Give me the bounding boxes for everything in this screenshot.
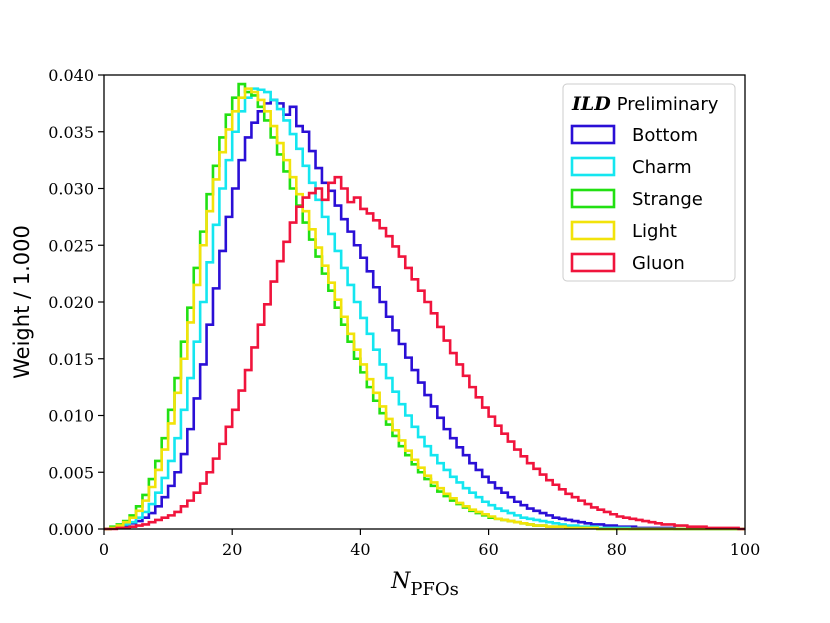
legend-title-ild: ILD	[571, 93, 611, 115]
series-layer	[104, 82, 745, 531]
legend-title-preliminary: Preliminary	[617, 94, 719, 115]
x-axis-title-main: N	[390, 569, 411, 594]
x-tick-label: 20	[222, 540, 242, 559]
legend-label-gluon: Gluon	[632, 253, 685, 274]
series-light-line	[104, 87, 745, 531]
legend-title: ILD Preliminary	[571, 93, 719, 115]
x-tick-label: 40	[350, 540, 370, 559]
legend-swatch-light	[570, 220, 616, 241]
y-axis: 0.000 0.005 0.010 0.015 0.020 0.025 0.030 0.035…	[48, 66, 104, 539]
legend-label-charm: Charm	[632, 157, 692, 178]
x-tick-label: 0	[99, 540, 109, 559]
y-tick-label: 0.030	[48, 180, 94, 199]
series-bottom-line	[104, 98, 745, 531]
x-tick-label: 80	[607, 540, 627, 559]
legend-swatch-strange	[570, 188, 616, 209]
x-axis-title-sub: PFOs	[410, 579, 459, 600]
y-tick-label: 0.025	[48, 236, 94, 255]
y-tick-label: 0.015	[48, 350, 94, 369]
legend-box	[562, 83, 736, 282]
y-tick-label: 0.035	[48, 123, 94, 142]
y-tick-label: 0.005	[48, 463, 94, 482]
y-axis-title: Weight / 1.000	[10, 225, 34, 379]
legend-label-light: Light	[632, 221, 677, 242]
series-charm-line	[104, 87, 745, 531]
y-tick-label: 0.040	[48, 66, 94, 85]
legend-entries: Bottom Charm Strange Light Gluon	[570, 124, 703, 274]
legend-label-bottom: Bottom	[632, 125, 698, 146]
y-tick-label: 0.000	[48, 520, 94, 539]
x-axis: 0 20 40 60 80 100	[99, 529, 760, 559]
x-tick-label: 60	[478, 540, 498, 559]
series-gluon-line	[104, 175, 745, 531]
x-axis-title: NPFOs	[390, 569, 459, 600]
y-tick-label: 0.020	[48, 293, 94, 312]
legend-swatch-charm	[570, 156, 616, 177]
y-tick-label: 0.010	[48, 407, 94, 426]
legend-label-strange: Strange	[632, 189, 703, 210]
x-tick-label: 100	[730, 540, 761, 559]
legend-swatch-bottom	[570, 124, 616, 145]
legend-swatch-gluon	[570, 252, 616, 273]
legend: ILD Preliminary Bottom Charm Strange Light Gl…	[562, 83, 736, 282]
